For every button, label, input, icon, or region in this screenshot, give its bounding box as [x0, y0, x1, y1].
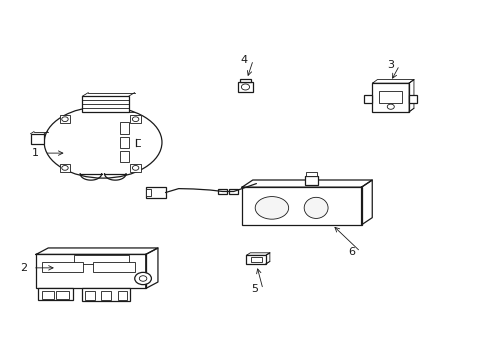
Bar — [74, 255, 129, 264]
Bar — [364, 95, 372, 103]
Bar — [217, 189, 227, 194]
Bar — [146, 187, 165, 198]
Text: 1: 1 — [32, 148, 39, 158]
Circle shape — [139, 276, 146, 281]
Ellipse shape — [64, 118, 142, 166]
Bar — [30, 134, 44, 144]
Ellipse shape — [304, 197, 327, 219]
Text: 4: 4 — [241, 55, 247, 65]
Ellipse shape — [72, 123, 134, 161]
Bar — [41, 292, 54, 298]
Bar — [117, 292, 127, 300]
Bar — [305, 172, 316, 176]
Bar — [120, 122, 128, 134]
Bar — [372, 83, 408, 112]
Circle shape — [132, 166, 139, 170]
Bar — [408, 95, 416, 103]
Bar — [229, 189, 238, 194]
Ellipse shape — [55, 113, 150, 171]
Bar — [82, 96, 128, 112]
Ellipse shape — [81, 129, 124, 155]
Bar — [60, 115, 70, 123]
Bar — [146, 189, 151, 196]
Circle shape — [61, 166, 68, 170]
Bar — [378, 91, 402, 103]
Circle shape — [61, 117, 68, 122]
Text: 6: 6 — [347, 247, 355, 257]
Bar — [101, 292, 111, 300]
Bar — [250, 257, 261, 262]
Polygon shape — [242, 180, 371, 187]
Text: 5: 5 — [250, 284, 257, 294]
Bar — [85, 292, 95, 300]
Bar — [238, 82, 252, 93]
Ellipse shape — [47, 108, 159, 176]
Circle shape — [132, 117, 139, 122]
Bar — [41, 262, 83, 272]
Circle shape — [135, 273, 151, 285]
Bar — [36, 255, 145, 288]
Bar — [130, 164, 141, 172]
Ellipse shape — [255, 197, 288, 219]
Bar — [120, 136, 128, 148]
Bar — [82, 288, 130, 301]
Bar — [57, 292, 69, 298]
Bar — [246, 255, 265, 264]
Circle shape — [386, 104, 393, 109]
Bar — [242, 187, 361, 225]
Text: 3: 3 — [386, 60, 393, 70]
Bar — [130, 115, 141, 123]
Bar — [60, 164, 70, 172]
Text: 2: 2 — [20, 263, 28, 273]
Circle shape — [241, 84, 249, 90]
Bar — [120, 151, 128, 162]
Bar — [304, 176, 318, 185]
Bar — [38, 288, 73, 300]
Ellipse shape — [44, 107, 162, 178]
Bar — [93, 262, 135, 272]
Bar — [240, 78, 250, 82]
